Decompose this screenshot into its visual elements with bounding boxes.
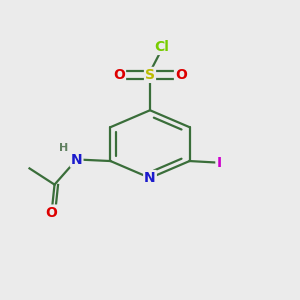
Text: O: O [46,206,58,220]
Text: O: O [113,68,125,82]
Text: O: O [175,68,187,82]
Text: H: H [59,143,68,153]
Text: N: N [144,171,156,185]
Text: S: S [145,68,155,82]
Text: N: N [71,153,82,166]
Text: Cl: Cl [154,40,169,54]
Text: I: I [216,155,221,170]
